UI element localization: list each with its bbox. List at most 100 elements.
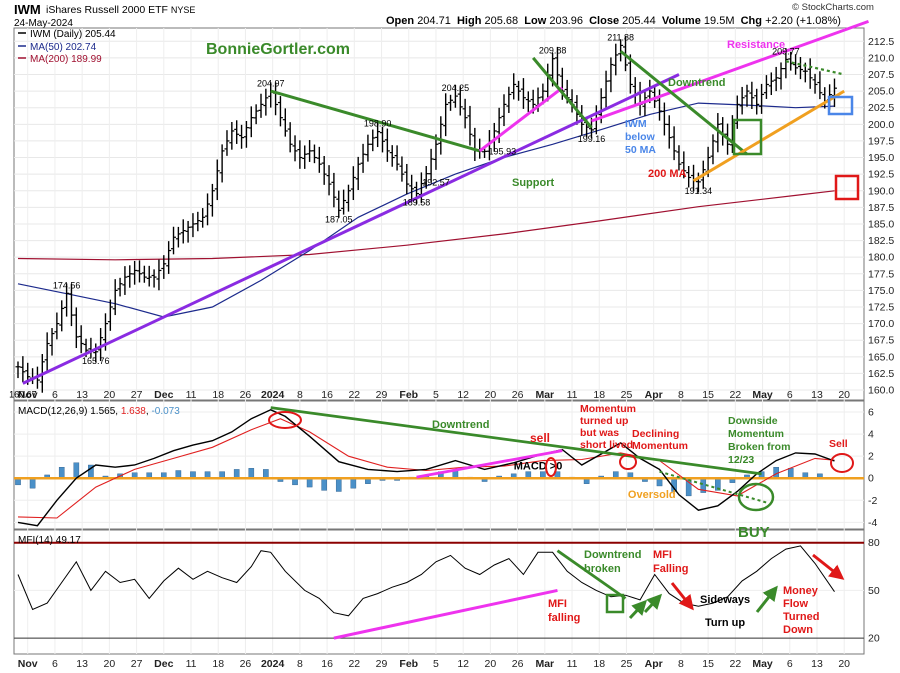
ohlc-bar (452, 84, 458, 108)
macd-y-tick-label: -2 (868, 495, 877, 507)
ohlc-bar (744, 84, 750, 107)
ohlc-bar (30, 368, 36, 385)
trendline-magenta-short (478, 86, 564, 153)
price-label: 187.05 (325, 214, 353, 224)
ohlc-bar (205, 193, 211, 226)
macd-histogram-bar (787, 468, 794, 479)
ohlc-bar (277, 96, 283, 127)
price-x-tick-label: 13 (76, 389, 88, 401)
ohlc-bar (78, 325, 84, 354)
mfi-downtrend-broken-label: Downtrend broken (584, 549, 645, 575)
ohlc-bar (341, 189, 347, 215)
mfi-x-tick-label: 8 (297, 658, 303, 670)
ohlc-bar (243, 121, 249, 148)
red-circle-macd-1 (268, 411, 302, 429)
ohlc-bar (501, 94, 507, 127)
ohlc-bar (695, 172, 701, 193)
ohlc-bar (797, 56, 803, 80)
red-circle-macd-2 (545, 457, 557, 477)
ohlc-bar (399, 156, 405, 182)
ohlc-bar (443, 93, 449, 137)
green-box-price (732, 118, 763, 156)
ohlc-bar (287, 122, 293, 153)
price-y-tick-label: 162.5 (868, 368, 894, 380)
mfi-x-tick-label: 18 (212, 658, 224, 670)
mfi-y-tick-label: 50 (868, 585, 880, 597)
mfi-x-tick-label: 16 (321, 658, 333, 670)
ohlc-bar (370, 129, 376, 152)
red-arrow-mfi-1 (670, 582, 694, 611)
legend-ma50: MA(50) 202.74 (30, 42, 97, 53)
green-circle-buy (737, 482, 775, 512)
price-label: 160.67 (9, 390, 37, 400)
price-label: 209.88 (539, 46, 567, 56)
price-label: 211.88 (607, 32, 634, 42)
mfi-x-tick-label: 2024 (261, 658, 285, 670)
price-label: 165.76 (82, 356, 110, 366)
price-x-tick-label: 29 (376, 389, 388, 401)
price-y-tick-label: 190.0 (868, 185, 894, 197)
price-x-tick-label: 2024 (261, 389, 285, 401)
ohlc-bar (161, 255, 167, 279)
mfi-panel-frame (13, 529, 865, 655)
green-box-mfi (605, 593, 625, 614)
mfi-x-tick-label: 20 (104, 658, 116, 670)
ohlc-bar (554, 46, 560, 86)
ohlc-bar (831, 78, 837, 107)
legend-macd-name: MACD(12,26,9) (18, 406, 87, 417)
price-x-tick-label: 20 (485, 389, 497, 401)
price-y-tick-label: 205.0 (868, 86, 894, 98)
mfi-falling-top-label: MFI Falling (653, 549, 688, 575)
ohlc-bar (258, 93, 264, 118)
ohlc-bar (350, 166, 356, 201)
mfi-x-tick-label: 13 (811, 658, 823, 670)
price-y-tick-label: 175.0 (868, 285, 894, 297)
ohlc-bar (209, 183, 215, 217)
ohlc-bar (462, 98, 468, 129)
macd-panel-frame (13, 400, 865, 530)
ohlc-bar (671, 126, 677, 161)
green-arrow-mfi-1 (628, 599, 648, 620)
macd-line (17, 409, 835, 527)
ohlc-bar (282, 108, 288, 137)
macd-y-tick-label: 0 (868, 473, 874, 485)
axis-ticks: 212.5 210.0 207.5 205.0 202.5 200.0 197.5 195.0… (18, 36, 895, 670)
downside-label: Downside Momentum Broken from 12/23 (728, 415, 793, 466)
ohlc-bar (384, 128, 390, 162)
red-arrow-mfi-2 (812, 553, 845, 580)
ohlc-bar (302, 145, 308, 169)
mfi-y-tick-label: 80 (868, 537, 880, 549)
ohlc-bar (185, 220, 191, 243)
ohlc-bar (754, 88, 760, 115)
price-y-tick-label: 207.5 (868, 69, 894, 81)
price-x-tick-label: 12 (457, 389, 469, 401)
price-x-tick-label: 15 (702, 389, 714, 401)
price-label: 189.58 (403, 198, 431, 208)
mfi-magenta-line (333, 588, 558, 640)
ohlc-bar (166, 241, 172, 274)
ohlc-bar (409, 174, 415, 201)
ohlc-bar (618, 39, 624, 62)
red-box-price (834, 174, 860, 201)
macd-dotted-line (659, 470, 767, 504)
header-symbol: IWM (14, 2, 41, 17)
ohlc-bar (394, 145, 400, 171)
ohlc-bar (195, 211, 201, 232)
price-x-tick-label: 11 (567, 389, 578, 401)
price-label: 199.16 (578, 134, 606, 144)
price-x-tick-label: Nov (18, 389, 38, 401)
ohlc-bar (448, 94, 454, 111)
ohlc-bar (200, 208, 206, 228)
mfi-falling-left-label: MFI falling (548, 598, 580, 624)
price-panel-frame (13, 27, 865, 401)
mfi-x-tick-label: Feb (399, 658, 418, 670)
ohlc-bar (783, 48, 789, 79)
header-name: iShares Russell 2000 ETF NYSE (46, 4, 196, 16)
macd-downtrend-label: Downtrend (432, 419, 489, 431)
ohlc-bar (20, 356, 26, 383)
ohlc-bar (715, 113, 721, 153)
ohlc-bar (229, 121, 235, 150)
declining-momentum-label: Declining Momentum (632, 428, 688, 452)
header-date: 24-May-2024 (14, 18, 73, 29)
mfi-downtrend-line (556, 549, 627, 600)
